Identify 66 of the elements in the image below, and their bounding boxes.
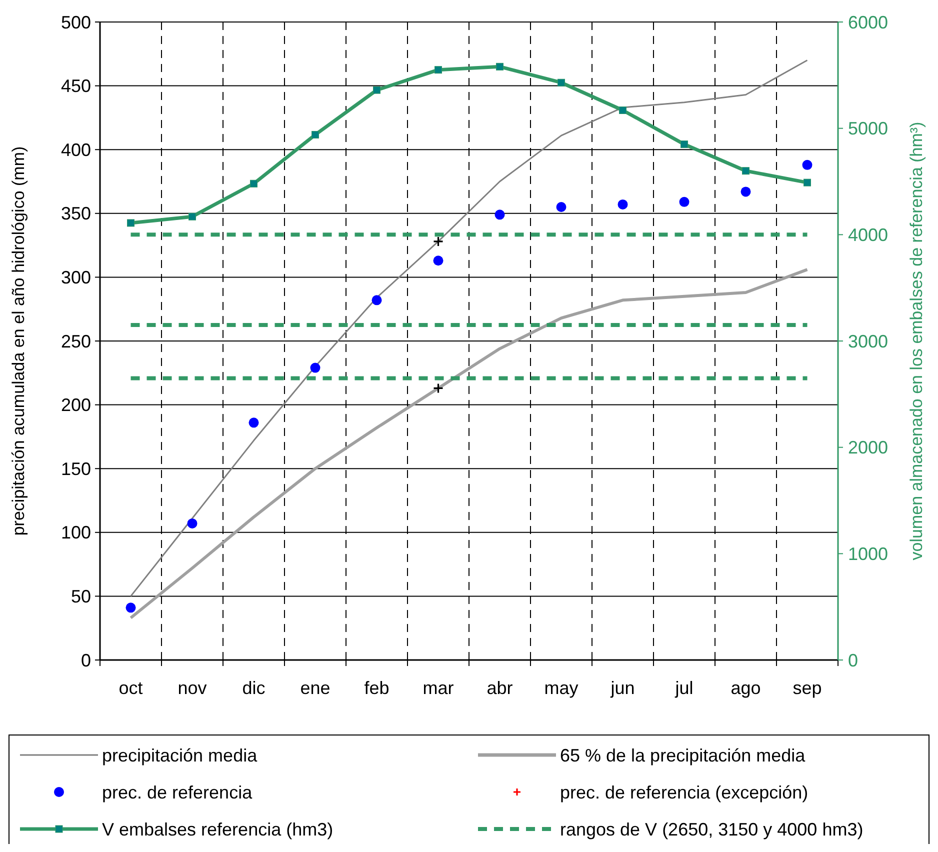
legend-label: 65 % de la precipitación media: [560, 745, 806, 766]
legend-label: prec. de referencia (excepción): [560, 782, 808, 802]
line-series: [130, 60, 808, 597]
legend-label: prec. de referencia: [102, 782, 254, 802]
point: [372, 295, 382, 306]
y2-tick-label: 1000: [848, 544, 888, 564]
point: [434, 66, 442, 74]
x-tick-label: jul: [674, 678, 694, 698]
y-tick-label: 250: [60, 331, 91, 352]
line-series: [129, 268, 809, 620]
x-tick-label: feb: [364, 678, 390, 698]
x-tick-label: jun: [610, 678, 635, 698]
point: [679, 196, 690, 207]
y2-axis-title: volumen almacenado en los embalses de referencia (hm³): [907, 122, 926, 560]
point: [494, 210, 505, 220]
x-tick-label: sep: [792, 678, 822, 698]
point: [804, 178, 811, 186]
y2-tick-label: 6000: [848, 12, 888, 32]
point: [188, 212, 196, 220]
point: [558, 78, 565, 86]
point: [432, 236, 444, 247]
y2-tick-label: 5000: [848, 118, 888, 139]
point: [556, 202, 566, 212]
y-tick-label: 300: [60, 268, 91, 288]
x-tick-label: abr: [486, 678, 513, 698]
point: [250, 180, 258, 188]
point: [127, 219, 134, 227]
point: [742, 167, 750, 175]
point: [432, 382, 444, 394]
y2-tick-label: 0: [848, 650, 858, 670]
point: [433, 256, 444, 266]
y-tick-label: 500: [60, 12, 91, 32]
y-tick-label: 50: [70, 586, 91, 606]
point: [618, 199, 628, 210]
x-tick-label: may: [544, 678, 578, 698]
point: [312, 130, 319, 138]
y-tick-label: 200: [60, 395, 91, 416]
x-tick-label: nov: [178, 678, 207, 698]
x-tick-label: ago: [730, 678, 761, 698]
y-tick-label: 350: [60, 204, 91, 224]
point: [740, 186, 751, 197]
y-tick-label: 400: [60, 140, 91, 160]
y-tick-label: 450: [60, 76, 91, 96]
point: [187, 518, 198, 528]
y-tick-label: 100: [60, 522, 91, 543]
legend-label: precipitación media: [102, 745, 258, 766]
y2-tick-label: 2000: [848, 438, 888, 458]
point: [248, 418, 259, 428]
point: [680, 140, 688, 148]
x-tick-label: oct: [118, 678, 143, 698]
y2-tick-label: 4000: [848, 224, 888, 245]
y-tick-label: 150: [60, 458, 91, 479]
point: [126, 602, 136, 613]
point: [310, 362, 320, 373]
y-axis-title: precipitación acumulada en el año hidrológico (mm): [9, 146, 28, 536]
point: [496, 62, 504, 70]
x-tick-label: mar: [422, 678, 454, 698]
x-tick-label: dic: [242, 678, 266, 698]
y-tick-label: 0: [80, 650, 91, 670]
legend-label: V embalses referencia (hm3): [102, 819, 334, 840]
point: [373, 86, 380, 94]
point: [802, 160, 812, 170]
x-tick-label: ene: [300, 678, 330, 698]
y2-tick-label: 3000: [848, 331, 888, 352]
point: [619, 106, 626, 114]
legend-label: rangos de V (2650, 3150 y 4000 hm3): [560, 819, 864, 840]
